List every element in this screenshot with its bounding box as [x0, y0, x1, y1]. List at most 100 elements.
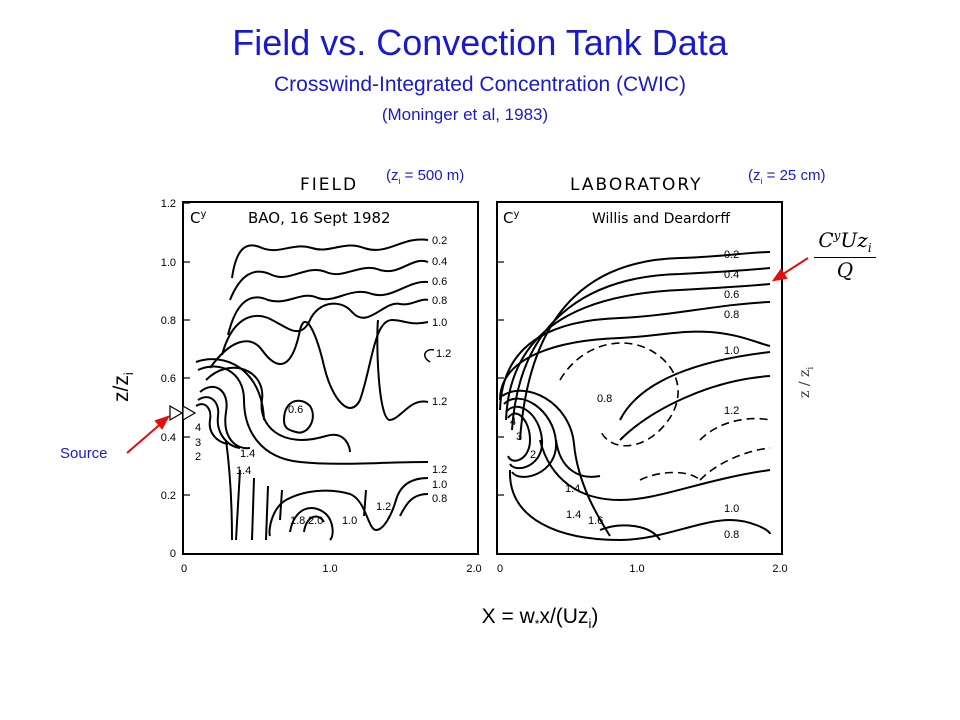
formula-numerator: CyUzi [818, 228, 872, 255]
source-marker [169, 404, 197, 422]
x-tick: 2.0 [772, 563, 787, 575]
x-tick: 2.0 [466, 563, 481, 575]
formula-arrow [779, 257, 809, 277]
field-contour-labels: 0.2 0.4 0.6 0.8 1.0 1.2 0.6 1.2 4 3 2 1.… [195, 235, 451, 527]
field-contour-label: 0.2 [432, 235, 447, 247]
field-contour-line [221, 298, 429, 356]
field-contour-label: 1.2 [432, 464, 447, 476]
field-heading: FIELD [300, 175, 358, 195]
x-axis-label: X = w*x/(Uzi) [481, 605, 599, 632]
lab-contour-line [519, 251, 771, 441]
x-tick: 1.0 [629, 563, 644, 575]
lab-dashed-contours [559, 342, 771, 481]
field-dataset-label: BAO, 16 Sept 1982 [248, 209, 391, 227]
lab-contour-line [505, 283, 771, 421]
lab-contour-labels: 0.2 0.4 0.6 0.8 1.0 0.8 1.2 4 3 2 1.4 1.… [510, 249, 739, 541]
lab-contour-line [507, 412, 532, 462]
y-tick-labels: 1.2 1.0 0.8 0.6 0.4 0.2 0 [161, 198, 176, 560]
lab-contour-label: 0.8 [724, 529, 739, 541]
y-tick-marks [183, 202, 504, 496]
source-label: Source [60, 445, 108, 462]
x-tick: 0 [497, 563, 503, 575]
field-contour-line [399, 493, 429, 517]
lab-heading: LABORATORY [570, 175, 703, 195]
lab-dataset-label: Willis and Deardorff [592, 211, 730, 227]
field-contour-label: 0.6 [288, 404, 303, 416]
field-contour-line [229, 259, 429, 301]
y-tick: 0.6 [161, 373, 176, 385]
source-triangle-icon [169, 404, 184, 422]
field-contour-label: 4 [195, 422, 201, 434]
normalization-formula: CyUzi Q [810, 228, 880, 282]
lab-contour-label: 1.2 [724, 405, 739, 417]
field-contour-label: 0.8 [432, 295, 447, 307]
formula-fraction-bar [814, 257, 876, 258]
lab-contour-line [599, 524, 661, 541]
field-contour-line [231, 238, 429, 279]
lab-dashed-line [699, 447, 771, 481]
lab-contour-label: 4 [510, 416, 516, 428]
formula-denominator: Q [836, 258, 854, 282]
x-tick: 1.0 [322, 563, 337, 575]
page-subtitle: Crosswind-Integrated Concentration (CWIC… [274, 73, 686, 96]
lab-contours [499, 251, 771, 542]
lab-contour-line [503, 397, 558, 478]
lab-contour-label: 0.6 [724, 289, 739, 301]
field-zi-note: (zi = 500 m) [386, 167, 465, 186]
lab-contour-label: 1.0 [724, 345, 739, 357]
field-contours [195, 238, 429, 541]
lab-contour-label: 1.0 [724, 503, 739, 515]
lab-contour-label: 0.8 [597, 393, 612, 405]
lab-contour-label: 0.2 [724, 249, 739, 261]
field-contour-line [235, 469, 367, 541]
field-contour-line [303, 515, 325, 533]
field-contour-label: 2.0 [308, 515, 323, 527]
lab-dashed-line [559, 342, 679, 447]
lab-contour-label: 2 [530, 449, 536, 461]
field-contour-label: 1.2 [376, 501, 391, 513]
lab-contour-line [499, 330, 771, 401]
source-triangle-icon [182, 404, 197, 422]
lab-contour-line [539, 439, 771, 502]
field-contour-line [199, 385, 251, 450]
field-contour-label: 3 [195, 437, 201, 449]
field-contour-line [195, 358, 265, 421]
lab-dashed-line [699, 417, 771, 441]
x-tick-labels: 0 1.0 2.0 0 1.0 2.0 [181, 563, 788, 575]
y-tick: 0.4 [161, 432, 176, 444]
field-contour-line [424, 348, 435, 363]
field-contour-line [289, 507, 334, 541]
field-contour-line [227, 280, 429, 336]
field-contour-label: 1.8 [290, 515, 305, 527]
lab-zi-note: (zi = 25 cm) [748, 167, 826, 186]
source-arrowhead-icon [154, 415, 171, 430]
lab-contour-label: 0.4 [724, 269, 739, 281]
lab-contour-label: 1.4 [565, 483, 580, 495]
y-tick: 1.0 [161, 257, 176, 269]
field-contour-line [197, 396, 241, 449]
field-contour-label: 1.0 [432, 479, 447, 491]
field-contour-line [195, 403, 229, 445]
field-contour-label: 0.4 [432, 256, 447, 268]
lab-contour-label: 3 [516, 431, 522, 443]
field-contour-label: 2 [195, 451, 201, 463]
y-tick: 1.2 [161, 198, 176, 210]
lab-contour-line [501, 389, 611, 537]
lab-contour-line [555, 439, 601, 478]
lab-contour-line [505, 405, 544, 469]
field-contour-label: 1.2 [432, 396, 447, 408]
lab-contour-line [499, 301, 771, 411]
field-contour-label: 1.4 [236, 465, 251, 477]
page-title: Field vs. Convection Tank Data [232, 22, 728, 63]
lab-contour-line [619, 375, 771, 441]
y-tick: 0 [170, 548, 176, 560]
field-contour-line [225, 439, 233, 541]
field-contour-label: 0.6 [432, 276, 447, 288]
field-contour-line [282, 399, 314, 434]
formula-arrowhead-icon [771, 268, 788, 282]
x-tick: 0 [181, 563, 187, 575]
field-contour-line [376, 319, 429, 422]
field-contour-label: 1.4 [240, 448, 255, 460]
lab-contour-label: 0.8 [724, 309, 739, 321]
field-variable-label: Cy [190, 209, 206, 227]
